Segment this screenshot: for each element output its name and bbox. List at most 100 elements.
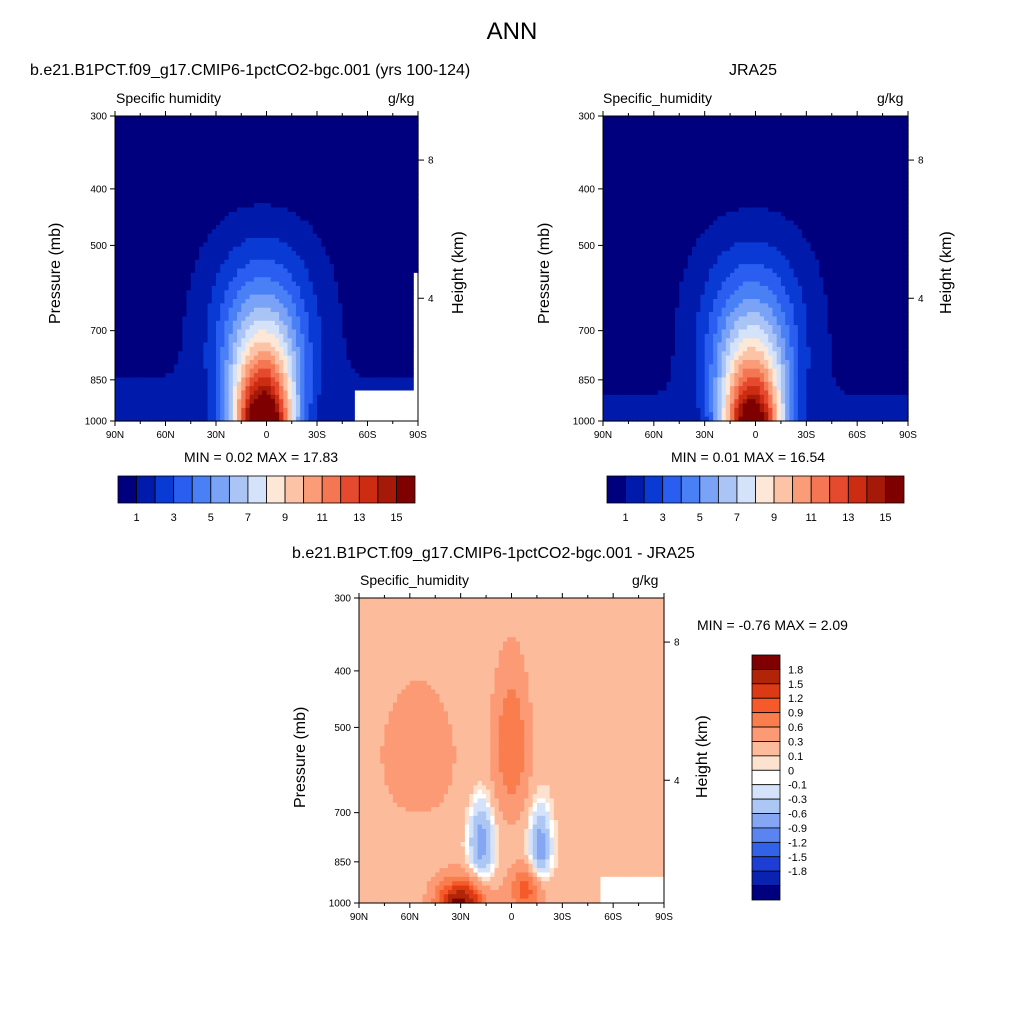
test-cell (233, 160, 238, 165)
test-cell (275, 190, 280, 195)
test-cell (393, 386, 398, 391)
test-cell (279, 351, 284, 356)
test-cell (153, 208, 158, 213)
test-cell (309, 203, 314, 208)
test-cell (376, 147, 381, 152)
test-cell (199, 377, 204, 382)
test-cell (372, 377, 377, 382)
test-cell (262, 164, 267, 169)
test-cell (363, 286, 368, 291)
test-cell (359, 216, 364, 221)
test-cell (376, 168, 381, 173)
test-cell (288, 316, 293, 321)
test-cell (153, 251, 158, 256)
test-cell (182, 173, 187, 178)
test-cell (300, 369, 305, 374)
test-cell (174, 168, 179, 173)
test-cell (119, 190, 124, 195)
test-cell (174, 269, 179, 274)
test-cell (296, 386, 301, 391)
test-cell (203, 386, 208, 391)
test-cell (212, 351, 217, 356)
test-cell (359, 325, 364, 330)
test-cell (275, 373, 280, 378)
test-cell (296, 277, 301, 282)
test-cell (115, 303, 120, 308)
test-cell (267, 168, 272, 173)
test-cell (178, 194, 183, 199)
test-cell (195, 173, 200, 178)
test-cell (144, 181, 149, 186)
test-cell (271, 308, 276, 313)
test-cell (166, 203, 171, 208)
test-cell (393, 142, 398, 147)
test-cell (292, 164, 297, 169)
test-cell (288, 343, 293, 348)
test-cell (351, 120, 356, 125)
test-cell (203, 260, 208, 265)
test-cell (288, 216, 293, 221)
test-cell (309, 260, 314, 265)
test-cell (393, 277, 398, 282)
test-cell (195, 212, 200, 217)
test-cell (271, 142, 276, 147)
test-cell (271, 133, 276, 138)
test-cell (300, 330, 305, 335)
test-cell (359, 221, 364, 226)
test-cell (216, 199, 221, 204)
test-cell (376, 290, 381, 295)
test-cell (267, 181, 272, 186)
test-cell (342, 386, 347, 391)
test-cell (397, 229, 402, 234)
test-cell (359, 138, 364, 143)
test-cell (115, 142, 120, 147)
test-cell (132, 142, 137, 147)
test-cell (304, 120, 309, 125)
test-cell (279, 255, 284, 260)
test-cell (338, 216, 343, 221)
test-cell (153, 286, 158, 291)
test-cell (195, 142, 200, 147)
test-cell (245, 351, 250, 356)
test-cell (258, 295, 263, 300)
test-cell (355, 404, 360, 409)
test-cell (149, 155, 154, 160)
test-cell (317, 282, 322, 287)
test-cell (300, 334, 305, 339)
test-cell (401, 216, 406, 221)
test-cell (288, 377, 293, 382)
test-cell (199, 221, 204, 226)
test-cell (153, 273, 158, 278)
test-cell (216, 347, 221, 352)
test-cell (275, 347, 280, 352)
test-cell (317, 234, 322, 239)
test-cell (401, 116, 406, 121)
test-cell (275, 116, 280, 121)
test-cell (161, 382, 166, 387)
test-cell (393, 129, 398, 134)
test-cell (140, 151, 145, 156)
test-cell (313, 242, 318, 247)
test-cell (208, 282, 213, 287)
test-cell (334, 408, 339, 413)
test-cell (220, 138, 225, 143)
test-cell (199, 395, 204, 400)
test-cell (393, 238, 398, 243)
test-cell (346, 269, 351, 274)
test-cell (334, 181, 339, 186)
test-cell (368, 373, 373, 378)
test-cell (241, 351, 246, 356)
test-cell (174, 399, 179, 404)
test-cell (212, 238, 217, 243)
test-cell (355, 330, 360, 335)
test-cell (325, 295, 330, 300)
test-cell (368, 216, 373, 221)
test-cell (368, 312, 373, 317)
test-cell (342, 251, 347, 256)
test-cell (410, 181, 415, 186)
test-cell (405, 164, 410, 169)
test-cell (174, 199, 179, 204)
test-cell (397, 325, 402, 330)
test-cell (380, 312, 385, 317)
test-cell (384, 190, 389, 195)
